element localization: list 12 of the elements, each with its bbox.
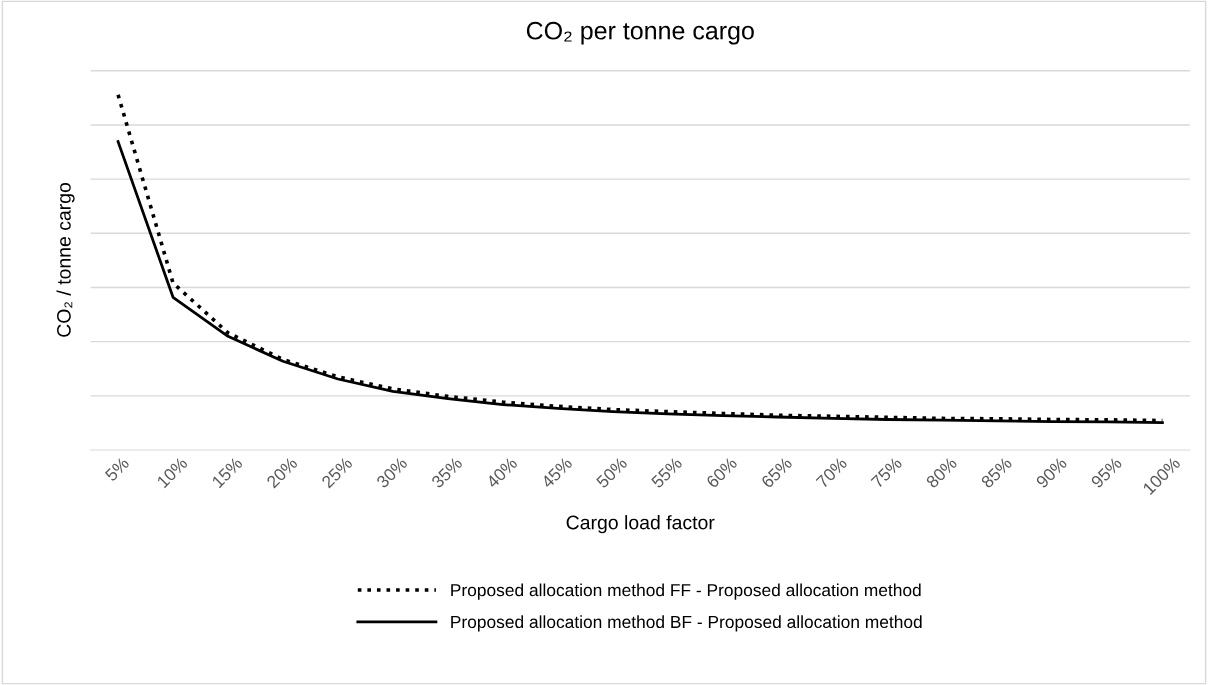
x-tick-label: 70% bbox=[815, 456, 848, 489]
x-axis-title: Cargo load factor bbox=[566, 515, 715, 534]
legend-label: Proposed allocation method BF - Proposed allocation method bbox=[451, 615, 922, 632]
chart-title: CO₂ per tonne cargo bbox=[526, 21, 754, 45]
legend-label: Proposed allocation method FF - Proposed allocation method bbox=[451, 583, 921, 600]
x-tick-label: 60% bbox=[705, 456, 738, 489]
y-axis-title: CO₂ / tonne cargo bbox=[56, 182, 75, 337]
x-tick-label: 45% bbox=[540, 456, 573, 489]
x-tick-label: 5% bbox=[104, 456, 130, 482]
x-tick-label: 40% bbox=[485, 456, 518, 489]
x-tick-label: 65% bbox=[760, 456, 793, 489]
x-tick-label: 75% bbox=[870, 456, 903, 489]
